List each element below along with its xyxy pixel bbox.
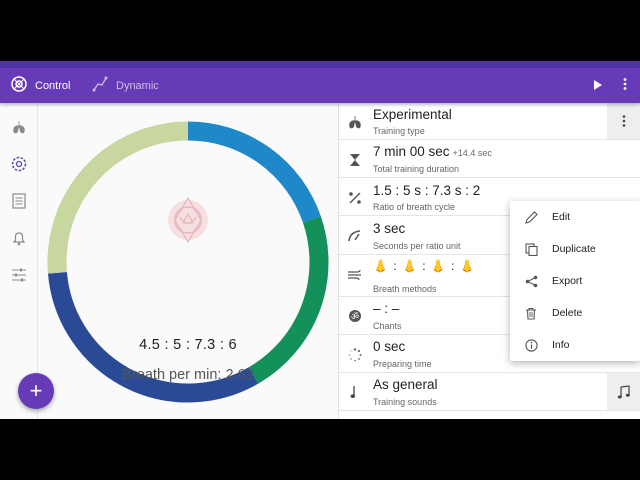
duration-label: Total training duration [373,164,460,174]
menu-item-export[interactable]: Export [510,265,640,297]
tab-dynamic[interactable]: Dynamic [92,68,159,103]
ratio-display: 4.5 : 5 : 7.3 : 6 [139,337,237,353]
duration-extra: +14.4 sec [452,148,492,158]
row-training-sounds[interactable]: As general Training sounds [339,373,640,411]
breath-cycle-ring [47,121,329,403]
pencil-icon [510,210,552,224]
seconds-label: Seconds per ratio unit [373,241,461,251]
spinner-icon [345,345,365,365]
menu-item-delete[interactable]: Delete [510,297,640,329]
breath-methods-value: 👃 : 👃 : 👃 : 👃 [373,259,476,273]
sounds-button[interactable] [607,373,640,410]
tab-control-label: Control [35,79,71,92]
gauge-icon [345,226,365,246]
inhale-arc [187,121,321,223]
more-vert-icon [623,77,627,95]
add-button[interactable]: + [18,373,54,409]
menu-item-label: Delete [552,307,583,319]
logo-icon [11,76,27,95]
copy-icon [510,242,552,256]
svg-text:ॐ: ॐ [351,312,359,323]
row-training-type[interactable]: Experimental Training type [339,103,640,140]
breath-per-min-display: Breath per min: 2.62 [122,367,254,383]
row-ratio[interactable]: 1.5 : 5 s : 7.3 s : 2 Ratio of breath cy… [339,178,640,216]
context-menu: Edit Duplicate Export Delete Info [510,201,640,361]
info-icon [510,338,552,352]
menu-item-duplicate[interactable]: Duplicate [510,233,640,265]
row-total-duration[interactable]: 7 min 00 sec +14.4 sec Total training dur… [339,140,640,178]
duration-value: 7 min 00 sec [373,144,450,159]
breath-ring-area: 4.5 : 5 : 7.3 : 6 Breath per min: 2.62 [38,103,338,419]
tab-dynamic-label: Dynamic [116,79,159,92]
sounds-label: Training sounds [373,397,437,407]
training-type-value: Experimental [373,107,452,122]
hold-in-arc [248,216,329,384]
menu-item-label: Export [552,275,583,287]
navigation-rail [0,103,38,419]
lungs-icon[interactable] [9,117,29,137]
sounds-value: As general [373,377,438,392]
chants-value: – : – [373,301,400,316]
play-icon [593,77,603,95]
app-bar: Control Dynamic [0,68,640,103]
ratio-value: 1.5 : 5 s : 7.3 s : 2 [373,183,481,198]
music-note-icon [345,382,365,402]
overflow-menu-button[interactable] [615,76,635,96]
list-icon[interactable] [9,191,29,211]
chakra-emblem-icon [168,196,208,244]
seconds-value: 3 sec [373,221,406,236]
graph-icon [92,76,108,95]
play-button[interactable] [588,76,608,96]
music-notes-icon [617,384,630,398]
menu-item-info[interactable]: Info [510,329,640,361]
menu-item-edit[interactable]: Edit [510,201,640,233]
share-icon [510,275,552,288]
ratio-icon [345,188,365,208]
tab-control[interactable]: Control [11,68,70,103]
app-screen: Control Dynamic [0,61,640,419]
hold-out-arc [47,121,189,274]
menu-item-label: Info [552,339,570,351]
bell-icon[interactable] [9,228,29,248]
chants-label: Chants [373,321,402,331]
om-icon: ॐ [345,306,365,326]
preparing-label: Preparing time [373,359,432,369]
more-vert-icon [622,115,625,127]
row-breath-methods[interactable]: 👃 : 👃 : 👃 : 👃 Breath methods [339,255,640,297]
exhale-arc [47,271,259,403]
ratio-label: Ratio of breath cycle [373,202,456,212]
menu-item-label: Duplicate [552,243,596,255]
row-more-button[interactable] [607,103,640,139]
wind-icon [345,265,365,285]
trash-icon [510,307,552,320]
duration-value-line: 7 min 00 sec +14.4 sec [373,144,492,159]
row-chants[interactable]: ॐ – : – Chants [339,297,640,335]
chakra-icon[interactable] [9,154,29,174]
preparing-value: 0 sec [373,339,406,354]
lungs-icon [345,112,365,132]
menu-item-label: Edit [552,211,571,223]
training-type-label: Training type [373,126,425,136]
row-seconds-per-unit[interactable]: 3 sec Seconds per ratio unit [339,216,640,255]
status-bar [0,61,640,68]
row-preparing-time[interactable]: 0 sec Preparing time [339,335,640,373]
sliders-icon[interactable] [9,265,29,285]
breath-methods-label: Breath methods [373,284,437,294]
hourglass-icon [345,150,365,170]
